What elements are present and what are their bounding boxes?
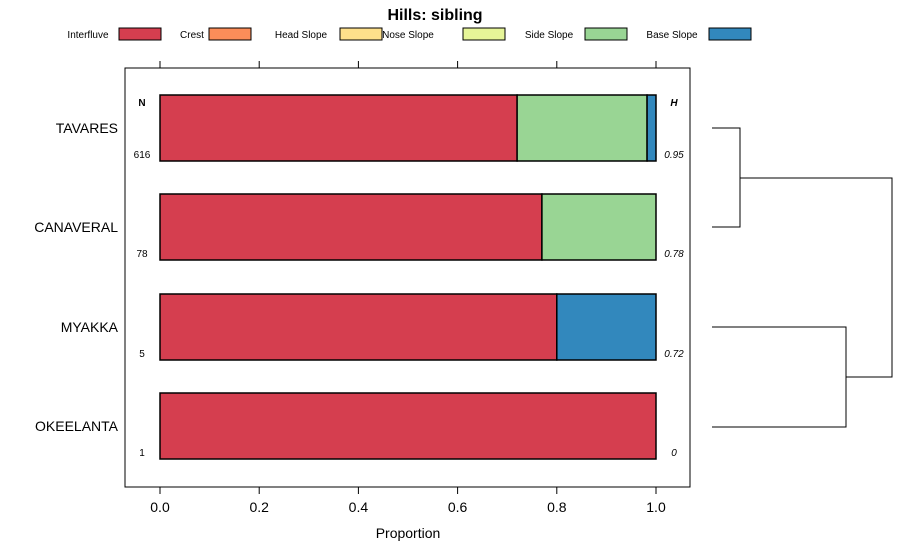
- plot-panel: [124, 67, 691, 488]
- legend-swatch: [462, 27, 506, 41]
- legend-swatch: [339, 27, 383, 41]
- category-label: OKEELANTA: [35, 418, 119, 434]
- bar-segment-base-slope: [556, 293, 657, 361]
- legend-label: Base Slope: [646, 30, 698, 41]
- category-label: MYAKKA: [61, 319, 119, 335]
- legend-label: Interfluve: [67, 30, 109, 41]
- legend-label: Head Slope: [275, 30, 328, 41]
- dendrogram: [712, 127, 893, 428]
- category-label: CANAVERAL: [34, 219, 118, 235]
- n-value: 5: [139, 349, 145, 360]
- legend-label: Crest: [180, 30, 204, 41]
- x-tick-label: 1.0: [646, 499, 666, 515]
- bar-segment-interfluve: [159, 193, 543, 261]
- x-tick-label: 0.2: [249, 499, 269, 515]
- category-label: TAVARES: [56, 120, 118, 136]
- x-tick-label: 0.4: [349, 499, 369, 515]
- x-axis-label: Proportion: [376, 525, 441, 541]
- legend-label: Side Slope: [525, 30, 574, 41]
- bar-segment-interfluve: [159, 293, 558, 361]
- legend-swatch: [708, 27, 752, 41]
- h-value: 0.78: [664, 249, 684, 260]
- n-value: 78: [136, 249, 148, 260]
- h-value: 0: [671, 448, 677, 459]
- h-value: 0.95: [664, 150, 684, 161]
- h-value: 0.72: [664, 349, 684, 360]
- bar-segment-base-slope: [646, 94, 657, 162]
- n-value: 616: [134, 150, 151, 161]
- legend-swatch: [208, 27, 252, 41]
- dendrogram-branch-2: [712, 326, 847, 428]
- chart-title: Hills: sibling: [387, 7, 482, 24]
- x-tick-label: 0.0: [150, 499, 170, 515]
- n-header: N: [138, 98, 145, 109]
- bar-segment-interfluve: [159, 392, 657, 460]
- bar-segment-side-slope: [541, 193, 657, 261]
- legend-swatch: [118, 27, 162, 41]
- n-value: 1: [139, 448, 145, 459]
- bar-segment-interfluve: [159, 94, 518, 162]
- x-tick-label: 0.8: [547, 499, 567, 515]
- legend-swatch: [584, 27, 628, 41]
- legend: Interfluve Crest Head Slope Nose Slope Side …: [67, 27, 752, 41]
- bar-segment-side-slope: [516, 94, 648, 162]
- dendrogram-branch-1: [712, 127, 741, 228]
- h-header: H: [670, 98, 678, 109]
- legend-label: Nose Slope: [382, 30, 434, 41]
- dendrogram-branch-root: [740, 177, 893, 378]
- x-tick-label: 0.6: [448, 499, 468, 515]
